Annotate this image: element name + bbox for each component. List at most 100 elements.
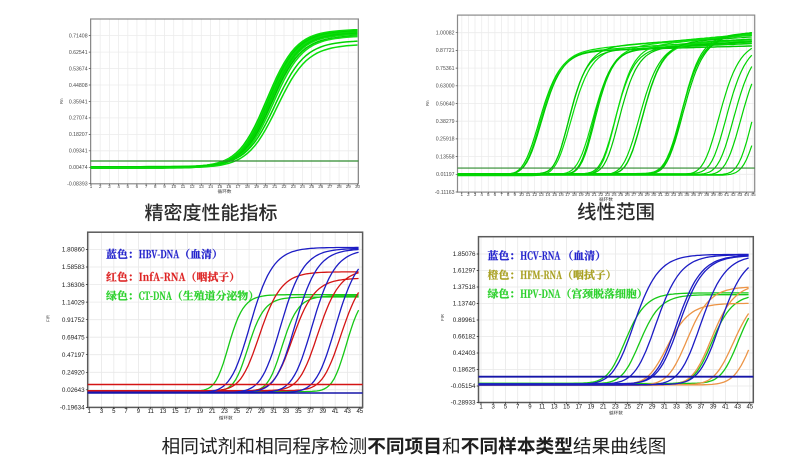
svg-text:25: 25 — [309, 184, 315, 189]
svg-text:11: 11 — [526, 192, 531, 197]
svg-text:11: 11 — [148, 409, 155, 415]
svg-text:31: 31 — [661, 404, 668, 410]
svg-text:Rn: Rn — [59, 98, 64, 104]
svg-text:36: 36 — [691, 192, 697, 197]
svg-text:19: 19 — [588, 404, 595, 410]
svg-text:14: 14 — [208, 184, 214, 189]
svg-text:25: 25 — [618, 192, 624, 197]
svg-text:1: 1 — [88, 409, 92, 415]
svg-text:5: 5 — [127, 184, 130, 189]
svg-text:8: 8 — [507, 192, 510, 197]
svg-text:3: 3 — [474, 192, 477, 197]
svg-text:1: 1 — [461, 192, 464, 197]
svg-text:0.09341: 0.09341 — [69, 149, 88, 155]
svg-text:39: 39 — [710, 404, 717, 410]
svg-text:FIR: FIR — [440, 314, 445, 321]
svg-text:0.42403: 0.42403 — [453, 350, 476, 357]
svg-text:0.13558: 0.13558 — [436, 154, 455, 160]
svg-text:33: 33 — [671, 192, 677, 197]
svg-text:20: 20 — [263, 184, 269, 189]
svg-text:0.47197: 0.47197 — [62, 352, 85, 359]
svg-text:0.38279: 0.38279 — [436, 119, 455, 125]
svg-text:30: 30 — [651, 192, 657, 197]
svg-text:5: 5 — [504, 404, 508, 410]
svg-text:18: 18 — [572, 192, 578, 197]
svg-text:0.18207: 0.18207 — [69, 132, 88, 138]
svg-text:11: 11 — [181, 184, 186, 189]
svg-text:15: 15 — [552, 192, 558, 197]
svg-text:23: 23 — [605, 192, 611, 197]
svg-text:39: 39 — [320, 409, 327, 415]
svg-text:17: 17 — [565, 192, 571, 197]
svg-text:41: 41 — [332, 409, 339, 415]
svg-text:21: 21 — [209, 409, 216, 415]
svg-text:0.25918: 0.25918 — [436, 137, 455, 143]
svg-text:1.80860: 1.80860 — [62, 247, 85, 254]
svg-text:18: 18 — [245, 184, 251, 189]
svg-text:-0.05154: -0.05154 — [451, 383, 476, 390]
svg-text:0.62541: 0.62541 — [69, 50, 88, 56]
svg-text:16: 16 — [226, 184, 232, 189]
svg-text:19: 19 — [254, 184, 260, 189]
svg-text:8: 8 — [154, 184, 157, 189]
svg-text:31: 31 — [658, 192, 664, 197]
svg-text:-0.08393: -0.08393 — [67, 182, 88, 188]
svg-text:28: 28 — [638, 192, 644, 197]
svg-text:6: 6 — [494, 192, 497, 197]
svg-text:33: 33 — [673, 404, 680, 410]
svg-text:45: 45 — [751, 192, 757, 197]
svg-text:23: 23 — [291, 184, 297, 189]
svg-text:0.02643: 0.02643 — [62, 387, 85, 394]
svg-text:45: 45 — [746, 404, 753, 410]
svg-text:29: 29 — [649, 404, 656, 410]
svg-text:5: 5 — [487, 192, 490, 197]
svg-text:9: 9 — [528, 404, 532, 410]
svg-text:17: 17 — [235, 184, 241, 189]
svg-text:0.89961: 0.89961 — [453, 317, 476, 324]
svg-text:27: 27 — [327, 184, 333, 189]
svg-text:4: 4 — [117, 184, 120, 189]
svg-text:1.13740: 1.13740 — [453, 301, 476, 308]
svg-text:1.14029: 1.14029 — [62, 299, 85, 306]
svg-text:0.75361: 0.75361 — [436, 66, 455, 72]
svg-text:0.24920: 0.24920 — [62, 370, 85, 377]
svg-text:43: 43 — [737, 192, 743, 197]
svg-text:1: 1 — [90, 184, 93, 189]
svg-text:10: 10 — [519, 192, 525, 197]
svg-text:10: 10 — [171, 184, 177, 189]
svg-text:29: 29 — [346, 184, 352, 189]
svg-text:0.69475: 0.69475 — [62, 334, 85, 341]
svg-text:30: 30 — [355, 184, 361, 189]
svg-text:0.18625: 0.18625 — [453, 367, 476, 374]
svg-text:3: 3 — [100, 409, 104, 415]
svg-text:21: 21 — [272, 184, 278, 189]
svg-text:14: 14 — [545, 192, 551, 197]
svg-text:26: 26 — [318, 184, 324, 189]
svg-text:29: 29 — [645, 192, 651, 197]
svg-text:43: 43 — [344, 409, 351, 415]
svg-text:17: 17 — [575, 404, 582, 410]
svg-text:34: 34 — [678, 192, 684, 197]
svg-text:11: 11 — [539, 404, 546, 410]
svg-text:37: 37 — [698, 404, 705, 410]
svg-text:35: 35 — [684, 192, 690, 197]
svg-text:21: 21 — [600, 404, 607, 410]
svg-text:24: 24 — [612, 192, 618, 197]
svg-text:2: 2 — [467, 192, 470, 197]
svg-text:29: 29 — [258, 409, 265, 415]
svg-text:23: 23 — [612, 404, 619, 410]
svg-text:41: 41 — [722, 404, 729, 410]
svg-text:32: 32 — [664, 192, 670, 197]
svg-text:27: 27 — [246, 409, 253, 415]
svg-text:12: 12 — [532, 192, 538, 197]
svg-text:0.44808: 0.44808 — [69, 83, 88, 89]
svg-text:9: 9 — [514, 192, 517, 197]
svg-text:37: 37 — [307, 409, 314, 415]
svg-text:0.53674: 0.53674 — [69, 66, 88, 72]
svg-text:3: 3 — [108, 184, 111, 189]
svg-text:3: 3 — [492, 404, 496, 410]
svg-text:24: 24 — [300, 184, 306, 189]
svg-text:5: 5 — [112, 409, 116, 415]
svg-text:9: 9 — [163, 184, 166, 189]
svg-text:13: 13 — [539, 192, 545, 197]
